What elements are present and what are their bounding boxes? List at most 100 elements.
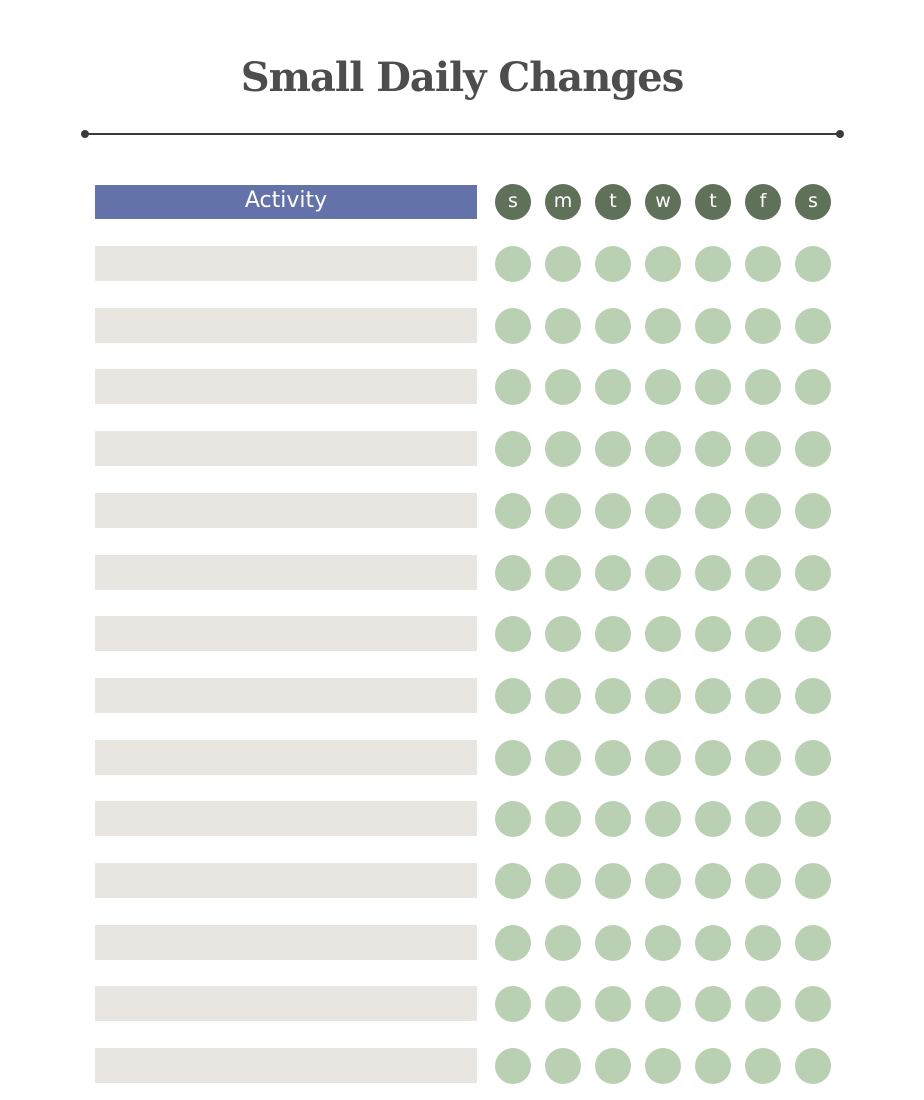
day-check-circle[interactable] (645, 801, 681, 837)
day-check-circle[interactable] (745, 740, 781, 776)
activity-field[interactable] (95, 616, 477, 651)
day-check-circle[interactable] (745, 986, 781, 1022)
day-check-circle[interactable] (495, 616, 531, 652)
day-check-circle[interactable] (595, 678, 631, 714)
day-check-circle[interactable] (795, 616, 831, 652)
day-check-circle[interactable] (545, 1048, 581, 1084)
day-check-circle[interactable] (645, 925, 681, 961)
day-check-circle[interactable] (595, 308, 631, 344)
day-check-circle[interactable] (695, 246, 731, 282)
day-check-circle[interactable] (695, 740, 731, 776)
day-check-circle[interactable] (745, 246, 781, 282)
day-check-circle[interactable] (495, 801, 531, 837)
activity-field[interactable] (95, 1048, 477, 1083)
day-check-circle[interactable] (545, 925, 581, 961)
day-check-circle[interactable] (645, 493, 681, 529)
day-check-circle[interactable] (595, 616, 631, 652)
day-check-circle[interactable] (695, 678, 731, 714)
day-check-circle[interactable] (595, 863, 631, 899)
day-check-circle[interactable] (795, 925, 831, 961)
day-check-circle[interactable] (495, 1048, 531, 1084)
day-check-circle[interactable] (595, 493, 631, 529)
day-check-circle[interactable] (745, 678, 781, 714)
day-check-circle[interactable] (745, 555, 781, 591)
day-check-circle[interactable] (545, 678, 581, 714)
day-check-circle[interactable] (495, 555, 531, 591)
day-check-circle[interactable] (745, 308, 781, 344)
day-check-circle[interactable] (645, 986, 681, 1022)
day-check-circle[interactable] (695, 369, 731, 405)
day-check-circle[interactable] (695, 493, 731, 529)
day-check-circle[interactable] (595, 986, 631, 1022)
day-check-circle[interactable] (495, 246, 531, 282)
day-check-circle[interactable] (545, 369, 581, 405)
day-check-circle[interactable] (795, 246, 831, 282)
day-check-circle[interactable] (745, 801, 781, 837)
day-check-circle[interactable] (645, 1048, 681, 1084)
day-check-circle[interactable] (795, 986, 831, 1022)
day-check-circle[interactable] (695, 1048, 731, 1084)
activity-field[interactable] (95, 431, 477, 466)
day-check-circle[interactable] (745, 925, 781, 961)
day-check-circle[interactable] (795, 678, 831, 714)
day-check-circle[interactable] (545, 246, 581, 282)
activity-field[interactable] (95, 925, 477, 960)
day-check-circle[interactable] (645, 616, 681, 652)
day-check-circle[interactable] (595, 555, 631, 591)
day-check-circle[interactable] (645, 555, 681, 591)
day-check-circle[interactable] (695, 986, 731, 1022)
day-check-circle[interactable] (745, 493, 781, 529)
day-check-circle[interactable] (495, 863, 531, 899)
activity-field[interactable] (95, 555, 477, 590)
day-check-circle[interactable] (695, 925, 731, 961)
activity-field[interactable] (95, 369, 477, 404)
day-check-circle[interactable] (495, 986, 531, 1022)
day-check-circle[interactable] (645, 369, 681, 405)
day-check-circle[interactable] (595, 925, 631, 961)
day-check-circle[interactable] (645, 740, 681, 776)
day-check-circle[interactable] (795, 493, 831, 529)
day-check-circle[interactable] (795, 863, 831, 899)
day-check-circle[interactable] (795, 1048, 831, 1084)
day-check-circle[interactable] (545, 493, 581, 529)
day-check-circle[interactable] (795, 801, 831, 837)
day-check-circle[interactable] (545, 431, 581, 467)
day-check-circle[interactable] (795, 740, 831, 776)
day-check-circle[interactable] (545, 616, 581, 652)
day-check-circle[interactable] (545, 801, 581, 837)
day-check-circle[interactable] (645, 246, 681, 282)
day-check-circle[interactable] (595, 801, 631, 837)
day-check-circle[interactable] (495, 678, 531, 714)
day-check-circle[interactable] (545, 740, 581, 776)
day-check-circle[interactable] (745, 1048, 781, 1084)
day-check-circle[interactable] (545, 308, 581, 344)
day-check-circle[interactable] (745, 863, 781, 899)
day-check-circle[interactable] (795, 308, 831, 344)
day-check-circle[interactable] (745, 431, 781, 467)
activity-field[interactable] (95, 863, 477, 898)
day-check-circle[interactable] (595, 431, 631, 467)
day-check-circle[interactable] (645, 863, 681, 899)
day-check-circle[interactable] (695, 308, 731, 344)
day-check-circle[interactable] (695, 801, 731, 837)
day-check-circle[interactable] (495, 369, 531, 405)
day-check-circle[interactable] (545, 986, 581, 1022)
day-check-circle[interactable] (595, 740, 631, 776)
activity-field[interactable] (95, 678, 477, 713)
day-check-circle[interactable] (495, 493, 531, 529)
day-check-circle[interactable] (495, 308, 531, 344)
day-check-circle[interactable] (545, 555, 581, 591)
activity-field[interactable] (95, 493, 477, 528)
activity-field[interactable] (95, 740, 477, 775)
day-check-circle[interactable] (745, 616, 781, 652)
day-check-circle[interactable] (795, 431, 831, 467)
day-check-circle[interactable] (695, 863, 731, 899)
day-check-circle[interactable] (495, 431, 531, 467)
day-check-circle[interactable] (495, 925, 531, 961)
day-check-circle[interactable] (545, 863, 581, 899)
day-check-circle[interactable] (595, 369, 631, 405)
day-check-circle[interactable] (645, 308, 681, 344)
day-check-circle[interactable] (595, 1048, 631, 1084)
activity-field[interactable] (95, 308, 477, 343)
day-check-circle[interactable] (745, 369, 781, 405)
